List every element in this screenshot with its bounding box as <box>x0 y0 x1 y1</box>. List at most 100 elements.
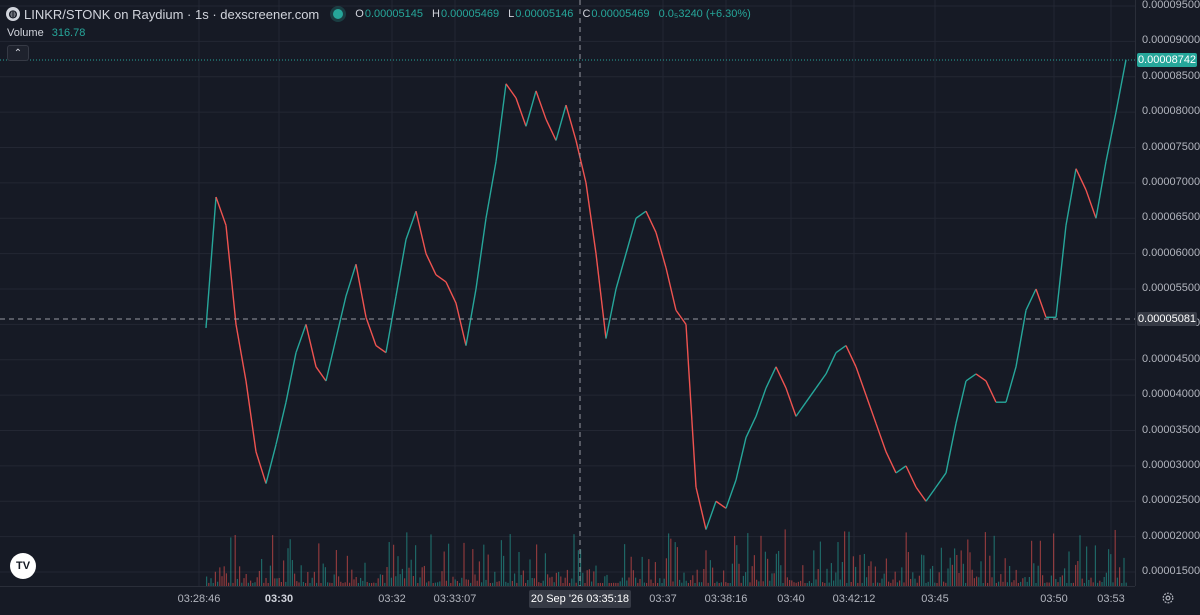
volume-bar <box>714 582 716 586</box>
volume-bar <box>670 538 672 586</box>
volume-bar <box>703 569 705 586</box>
volume-bar <box>586 570 588 586</box>
volume-bar <box>483 544 485 586</box>
volume-bar <box>758 581 760 586</box>
price-segment <box>375 345 387 354</box>
volume-bar <box>1123 557 1125 586</box>
volume-bar <box>690 579 692 586</box>
collapse-legend-button[interactable]: ⌃ <box>7 45 29 61</box>
volume-bar <box>602 582 604 586</box>
volume-bar <box>511 580 513 586</box>
price-segment <box>525 90 537 127</box>
volume-bar <box>929 568 931 586</box>
price-segment <box>1105 111 1117 162</box>
volume-bar <box>993 535 995 586</box>
volume-bar <box>217 581 219 586</box>
price-segment <box>705 501 717 530</box>
volume-bar <box>318 543 320 586</box>
volume-bar <box>1083 582 1085 586</box>
volume-bar <box>811 582 813 586</box>
volume-bar <box>846 582 848 586</box>
volume-bar <box>610 582 612 586</box>
volume-bar <box>866 577 868 586</box>
volume-bar <box>951 564 953 586</box>
volume-bar <box>786 577 788 586</box>
volume-bar <box>1033 563 1035 586</box>
time-tick: 03:40 <box>777 593 805 605</box>
volume-bar <box>560 576 562 586</box>
volume-bar <box>701 582 703 586</box>
price-segment <box>1095 161 1107 219</box>
volume-bars <box>206 529 1127 586</box>
price-segment <box>1005 366 1017 403</box>
volume-bar <box>813 550 815 586</box>
price-segment <box>1015 310 1027 367</box>
time-tick: 03:42:12 <box>832 593 876 605</box>
volume-bar <box>901 567 903 586</box>
volume-bar <box>467 579 469 586</box>
time-tick: 03:53 <box>1097 593 1125 605</box>
price-segment <box>765 366 777 389</box>
price-segment <box>265 444 277 484</box>
volume-bar <box>1011 582 1013 586</box>
price-segment <box>235 324 247 382</box>
volume-bar <box>1026 581 1028 586</box>
volume-bar <box>285 581 287 586</box>
chart-canvas[interactable]: ◍ LINKR/STONK on Raydium · 1s · dexscree… <box>0 0 1135 586</box>
volume-bar <box>584 582 586 586</box>
volume-bar <box>206 576 208 586</box>
volume-bar <box>291 560 293 586</box>
gear-icon[interactable] <box>1161 591 1175 605</box>
volume-bar <box>252 582 254 586</box>
volume-bar <box>650 579 652 586</box>
volume-bar <box>626 580 628 586</box>
volume-bar <box>485 579 487 586</box>
volume-bar <box>386 567 388 586</box>
chart-title[interactable]: LINKR/STONK on Raydium · 1s · dexscreene… <box>24 6 320 22</box>
volume-bar <box>333 574 335 586</box>
volume-bar <box>802 565 804 586</box>
volume-bar <box>366 581 368 586</box>
volume-bar <box>822 582 824 586</box>
volume-bar <box>1112 582 1114 586</box>
volume-bar <box>419 577 421 586</box>
volume-bar <box>269 565 271 586</box>
volume-bar <box>676 547 678 586</box>
volume-bar <box>1002 581 1004 586</box>
price-segment <box>485 161 497 219</box>
price-tick: 0.00009000 <box>1142 34 1200 47</box>
volume-bar <box>888 581 890 586</box>
volume-bar <box>855 566 857 586</box>
time-tick: 03:32 <box>378 593 406 605</box>
volume-bar <box>404 578 406 586</box>
volume-bar <box>289 539 291 586</box>
price-axis[interactable]: 0.00009500 0.00009000 0.00008500 0.00008000… <box>1135 0 1200 586</box>
volume-bar <box>657 582 659 586</box>
volume-bar <box>258 570 260 586</box>
volume-bar <box>945 582 947 586</box>
volume-bar <box>538 582 540 586</box>
volume-bar <box>569 582 571 586</box>
volume-bar <box>597 582 599 586</box>
volume-bar <box>753 555 755 586</box>
tradingview-logo-icon[interactable]: TV <box>10 553 36 579</box>
volume-bar <box>932 565 934 586</box>
volume-bar <box>668 533 670 586</box>
volume-bar <box>648 559 650 586</box>
volume-bar <box>481 582 483 586</box>
volume-bar <box>582 572 584 586</box>
price-segment <box>865 394 877 424</box>
volume-bar <box>507 582 509 586</box>
volume-bar <box>874 566 876 586</box>
price-chart[interactable] <box>0 0 1135 586</box>
price-segment <box>725 479 737 509</box>
volume-bar <box>643 582 645 586</box>
volume-bar <box>1046 582 1048 586</box>
volume-bar <box>617 582 619 586</box>
time-tick: 03:33:07 <box>433 593 477 605</box>
volume-bar <box>778 550 780 586</box>
volume-bar <box>1121 583 1123 586</box>
volume-bar <box>599 582 601 586</box>
volume-bar <box>1035 582 1037 586</box>
volume-bar <box>516 582 518 586</box>
